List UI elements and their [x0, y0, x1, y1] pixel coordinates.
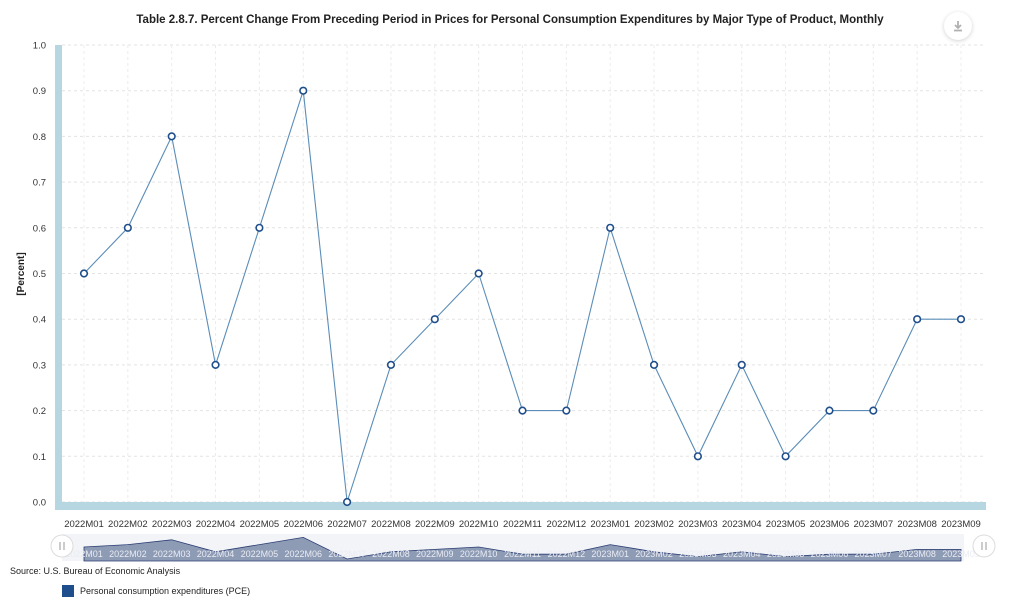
data-point[interactable] [474, 269, 483, 278]
y-tick-label: 0.8 [33, 132, 46, 143]
x-tick-label: 2023M03 [678, 519, 718, 530]
download-icon [954, 21, 962, 32]
y-axis-band [55, 45, 62, 505]
legend-swatch [62, 585, 74, 597]
series-line [83, 90, 961, 503]
data-point[interactable] [649, 360, 659, 370]
source-note: Source: U.S. Bureau of Economic Analysis [10, 566, 181, 576]
y-axis-label: [Percent] [16, 252, 27, 295]
x-tick-label: 2022M03 [152, 519, 192, 530]
navigator-label: 2022M01 [65, 549, 103, 559]
x-axis-band [55, 502, 986, 510]
navigator-label: 2022M12 [548, 549, 586, 559]
x-tick-label: 2022M05 [240, 519, 280, 530]
x-tick-label: 2023M01 [590, 519, 630, 530]
navigator-label: 2022M04 [197, 549, 235, 559]
navigator-handle-left[interactable] [50, 534, 74, 558]
data-point[interactable] [781, 452, 790, 461]
x-tick-label: 2022M08 [371, 519, 411, 530]
data-point[interactable] [562, 406, 571, 415]
x-tick-label: 2023M04 [722, 519, 762, 530]
x-tick-label: 2022M02 [108, 519, 148, 530]
navigator-label: 2023M03 [679, 549, 717, 559]
navigator-label: 2022M09 [416, 549, 454, 559]
data-point[interactable] [211, 360, 220, 370]
x-tick-label: 2023M05 [766, 519, 806, 530]
data-point[interactable] [913, 315, 922, 324]
navigator[interactable]: 2022M01 2022M02 2022M03 2022M04 2022M05 2022M… [50, 534, 996, 562]
data-point[interactable] [518, 406, 527, 415]
data-point[interactable] [343, 497, 352, 507]
data-point[interactable] [693, 452, 703, 461]
y-tick-label: 0.6 [33, 223, 46, 234]
navigator-label: 2022M11 [504, 549, 541, 559]
y-tick-label: 0.3 [33, 360, 46, 371]
x-tick-label: 2022M11 [503, 519, 542, 530]
x-tick-label: 2022M06 [283, 519, 323, 530]
data-point[interactable] [606, 223, 615, 232]
navigator-label: 2022M08 [372, 549, 410, 559]
x-tick-label: 2023M08 [897, 519, 937, 530]
data-point[interactable] [299, 86, 308, 95]
y-tick-label: 0.4 [33, 315, 46, 326]
data-points [79, 86, 966, 507]
data-point[interactable] [737, 360, 746, 370]
y-tick-label: 0.5 [33, 269, 46, 280]
legend[interactable]: Personal consumption expenditures (PCE) [62, 585, 250, 597]
y-tick-label: 0.2 [33, 406, 46, 417]
y-tick-label: 0.0 [33, 498, 46, 509]
navigator-label: 2023M02 [635, 549, 673, 559]
chart-title: Table 2.8.7. Percent Change From Precedi… [136, 14, 884, 26]
x-tick-label: 2023M06 [810, 519, 850, 530]
data-point[interactable] [430, 315, 439, 324]
navigator-label: 2023M01 [591, 549, 629, 559]
navigator-label: 2022M05 [241, 549, 279, 559]
y-tick-label: 0.9 [33, 86, 46, 97]
y-tick-label: 0.1 [33, 452, 46, 463]
y-tick-label: 1.0 [33, 41, 46, 52]
navigator-labels: 2022M01 2022M02 2022M03 2022M04 2022M05 2022M… [65, 549, 980, 559]
navigator-label: 2022M02 [109, 549, 147, 559]
navigator-label: 2022M10 [460, 549, 498, 559]
y-tick-label: 0.7 [33, 178, 46, 189]
navigator-label: 2022M03 [153, 549, 191, 559]
navigator-label: 2023M06 [811, 549, 849, 559]
x-tick-label: 2022M10 [459, 519, 499, 530]
data-point[interactable] [825, 406, 834, 415]
navigator-label: 2023M04 [723, 549, 761, 559]
data-point[interactable] [167, 132, 176, 141]
data-point[interactable] [123, 223, 132, 232]
navigator-label: 2022M07 [328, 549, 366, 559]
data-point[interactable] [79, 269, 89, 278]
data-point[interactable] [869, 406, 878, 415]
navigator-label: 2023M09 [942, 549, 980, 559]
y-axis-ticks: 0.0 0.1 0.2 0.3 0.4 0.5 0.6 0.7 0.8 0.9 1.0 [33, 41, 46, 509]
data-point[interactable] [255, 223, 264, 232]
x-tick-label: 2022M04 [196, 519, 236, 530]
x-tick-label: 2022M12 [547, 519, 587, 530]
grid-lines [62, 44, 986, 503]
x-axis-ticks: 2022M01 2022M02 2022M03 2022M04 2022M05 2022M… [64, 519, 981, 530]
navigator-label: 2023M07 [855, 549, 893, 559]
x-tick-label: 2023M07 [853, 519, 893, 530]
x-tick-label: 2023M02 [634, 519, 674, 530]
x-tick-label: 2022M01 [64, 519, 104, 530]
legend-label: Personal consumption expenditures (PCE) [80, 586, 251, 596]
navigator-handle-right[interactable] [972, 534, 996, 558]
navigator-label: 2022M06 [284, 549, 322, 559]
download-button[interactable] [944, 12, 972, 40]
navigator-label: 2023M05 [767, 549, 805, 559]
navigator-area [83, 536, 962, 562]
x-tick-label: 2022M07 [327, 519, 367, 530]
data-point[interactable] [956, 315, 966, 324]
data-point[interactable] [386, 360, 396, 370]
navigator-label: 2023M08 [898, 549, 936, 559]
x-tick-label: 2022M09 [415, 519, 455, 530]
x-tick-label: 2023M09 [941, 519, 981, 530]
